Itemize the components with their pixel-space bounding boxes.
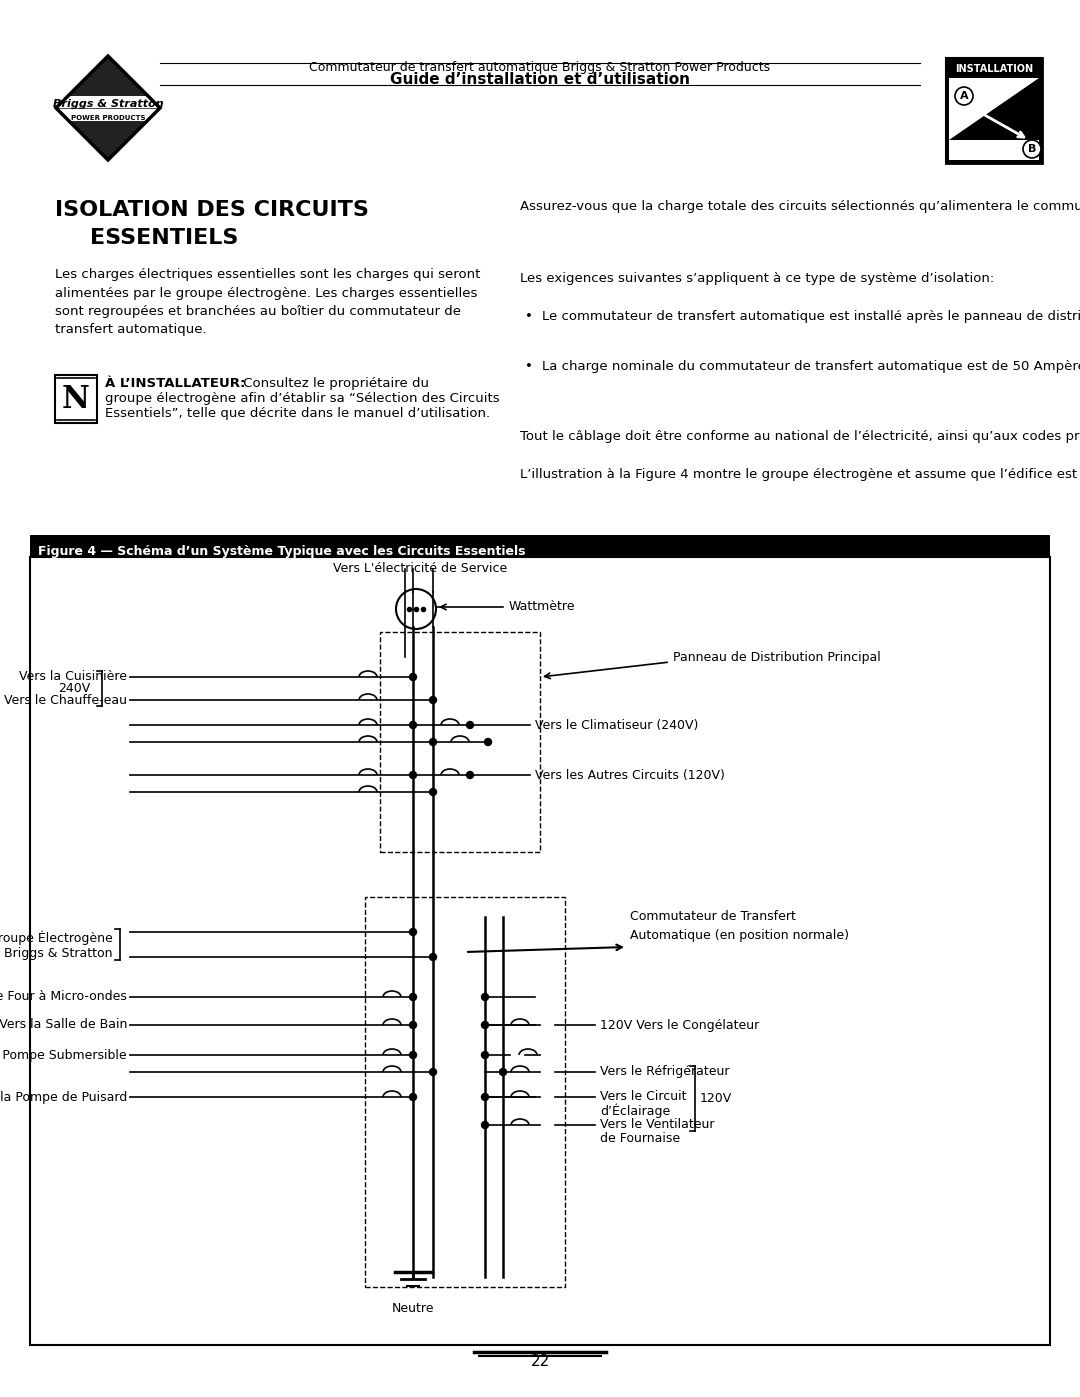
Text: Figure 4 — Schéma d’un Système Typique avec les Circuits Essentiels: Figure 4 — Schéma d’un Système Typique a… (38, 545, 526, 557)
Bar (949, 78, 1039, 161)
Text: Vers la Cuisinière: Vers la Cuisinière (19, 671, 127, 683)
Circle shape (482, 993, 488, 1000)
Circle shape (430, 697, 436, 704)
Text: Neutre: Neutre (392, 1302, 434, 1315)
Text: Vers le Groupe Électrogène: Vers le Groupe Électrogène (0, 930, 113, 946)
Bar (55, 374, 97, 423)
Polygon shape (56, 108, 160, 161)
Circle shape (430, 739, 436, 746)
Text: 240V: 240V (57, 682, 90, 694)
Circle shape (482, 1094, 488, 1101)
Bar (365, 897, 565, 1287)
Text: Le commutateur de transfert automatique est installé après le panneau de distrib: Le commutateur de transfert automatique … (542, 310, 1080, 323)
Text: 120V: 120V (700, 1091, 732, 1105)
Circle shape (482, 1122, 488, 1129)
Polygon shape (56, 56, 160, 108)
Text: Panneau de Distribution Principal: Panneau de Distribution Principal (673, 651, 881, 664)
Text: groupe électrogène afin d’établir sa “Sélection des Circuits: groupe électrogène afin d’établir sa “Sé… (105, 393, 500, 405)
Text: d’Éclairage: d’Éclairage (600, 1104, 671, 1118)
Text: N: N (62, 384, 90, 415)
Text: Briggs & Stratton: Briggs & Stratton (53, 99, 163, 109)
Text: Assurez-vous que la charge totale des circuits sélectionnés qu’alimentera le com: Assurez-vous que la charge totale des ci… (519, 200, 1080, 212)
Circle shape (409, 993, 417, 1000)
Text: POWER PRODUCTS: POWER PRODUCTS (71, 115, 145, 122)
Text: Wattmètre: Wattmètre (509, 601, 576, 613)
Text: Les charges électriques essentielles sont les charges qui seront
alimentées par : Les charges électriques essentielles son… (55, 268, 481, 337)
Bar (946, 59, 1042, 163)
Text: Commutateur de Transfert: Commutateur de Transfert (630, 911, 796, 923)
Text: 240V Vers la Pompe Submersible: 240V Vers la Pompe Submersible (0, 1049, 127, 1062)
Text: 120V Vers le Four à Micro-ondes: 120V Vers le Four à Micro-ondes (0, 990, 127, 1003)
Text: Vers L'électricité de Service: Vers L'électricité de Service (333, 563, 508, 576)
Circle shape (485, 739, 491, 746)
Circle shape (430, 788, 436, 795)
Text: Consultez le propriétaire du: Consultez le propriétaire du (239, 377, 429, 390)
Text: Guide d’installation et d’utilisation: Guide d’installation et d’utilisation (390, 73, 690, 88)
Text: ISOLATION DES CIRCUITS: ISOLATION DES CIRCUITS (55, 200, 369, 219)
Text: Commutateur de transfert automatique Briggs & Stratton Power Products: Commutateur de transfert automatique Bri… (310, 61, 770, 74)
Bar (30, 535, 1050, 557)
Text: Les exigences suivantes s’appliquent à ce type de système d’isolation:: Les exigences suivantes s’appliquent à c… (519, 272, 995, 285)
Text: 120V Vers le Congélateur: 120V Vers le Congélateur (600, 1018, 759, 1031)
Bar (946, 59, 1042, 163)
Circle shape (467, 721, 473, 728)
Text: INSTALLATION: INSTALLATION (955, 64, 1034, 74)
Text: A: A (960, 91, 969, 101)
Text: La charge nominale du commutateur de transfert automatique est de 50 Ampères. Il: La charge nominale du commutateur de tra… (542, 360, 1080, 373)
Text: À L’INSTALLATEUR:: À L’INSTALLATEUR: (105, 377, 245, 390)
Circle shape (409, 1052, 417, 1059)
Text: de Fournaise: de Fournaise (600, 1133, 680, 1146)
Text: 22: 22 (530, 1355, 550, 1369)
Text: 120V Vers la Salle de Bain: 120V Vers la Salle de Bain (0, 1018, 127, 1031)
Text: Vers le Climatiseur (240V): Vers le Climatiseur (240V) (535, 718, 699, 732)
Text: •: • (525, 360, 532, 373)
Circle shape (1023, 140, 1041, 158)
Bar (380, 631, 540, 852)
Text: Tout le câblage doit être conforme au national de l’électricité, ainsi qu’aux co: Tout le câblage doit être conforme au na… (519, 430, 1080, 443)
Text: Automatique (en position normale): Automatique (en position normale) (630, 929, 849, 942)
Circle shape (409, 721, 417, 728)
Circle shape (499, 1069, 507, 1076)
Text: Vers le Circuit: Vers le Circuit (600, 1091, 687, 1104)
Circle shape (409, 929, 417, 936)
Text: L’illustration à la Figure 4 montre le groupe électrogène et assume que l’édific: L’illustration à la Figure 4 montre le g… (519, 468, 1080, 481)
Text: Essentiels”, telle que décrite dans le manuel d’utilisation.: Essentiels”, telle que décrite dans le m… (105, 407, 490, 420)
Circle shape (482, 1052, 488, 1059)
Text: Vers le Réfrigérateur: Vers le Réfrigérateur (600, 1066, 729, 1078)
Text: Vers le Chauffe-eau: Vers le Chauffe-eau (4, 693, 127, 707)
Text: Vers le Ventilateur: Vers le Ventilateur (600, 1119, 715, 1132)
Text: •: • (525, 310, 532, 323)
Circle shape (955, 87, 973, 105)
Text: Vers les Autres Circuits (120V): Vers les Autres Circuits (120V) (535, 768, 725, 781)
Circle shape (430, 954, 436, 961)
Polygon shape (949, 78, 1039, 140)
Bar (30, 557, 1050, 1345)
Circle shape (409, 673, 417, 680)
Text: Briggs & Stratton: Briggs & Stratton (4, 947, 113, 960)
Circle shape (482, 1021, 488, 1028)
Text: ESSENTIELS: ESSENTIELS (90, 228, 239, 249)
Circle shape (409, 1094, 417, 1101)
Circle shape (409, 771, 417, 778)
Bar (946, 59, 1042, 78)
Circle shape (409, 1021, 417, 1028)
Circle shape (430, 1069, 436, 1076)
Text: B: B (1028, 144, 1036, 154)
Circle shape (467, 771, 473, 778)
Text: 120V Vers la Pompe de Puisard: 120V Vers la Pompe de Puisard (0, 1091, 127, 1104)
